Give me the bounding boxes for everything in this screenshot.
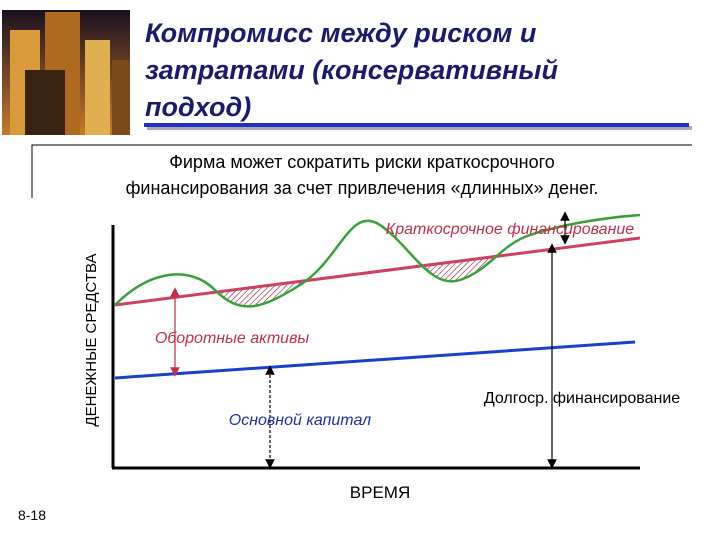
title: Компромисс между риском и затратами (кон… (145, 18, 558, 122)
x-axis-label: ВРЕМЯ (350, 483, 410, 502)
diagram: ДЕНЕЖНЫЕ СРЕДСТВА ВРЕМЯ Краткосрочное фи… (83, 211, 680, 502)
short-term-line (114, 236, 641, 307)
title-shadow (147, 126, 692, 130)
subtitle-line: Фирма может сократить риски краткосрочно… (169, 152, 555, 172)
buildings-image (2, 10, 130, 135)
long-term-label: Долгоср. финансирование (484, 390, 680, 407)
long-term-line (114, 340, 636, 380)
fixed-capital-label: Основной капитал (229, 412, 371, 429)
current-assets-label: Оборотные активы (155, 330, 310, 347)
subtitle-frame (31, 144, 692, 198)
y-axis-label: ДЕНЕЖНЫЕ СРЕДСТВА (83, 253, 100, 426)
slide-number: 8-18 (18, 507, 46, 523)
assets-curve (114, 213, 641, 308)
short-term-label: Краткосрочное финансирование (386, 221, 634, 238)
title-underline (144, 123, 689, 127)
title-line: Компромисс между риском и (145, 18, 537, 48)
title-line: подход) (145, 92, 251, 122)
title-line: затратами (консервативный (145, 55, 558, 85)
subtitle-line: финансирования за счет привлечения «длин… (126, 178, 599, 198)
